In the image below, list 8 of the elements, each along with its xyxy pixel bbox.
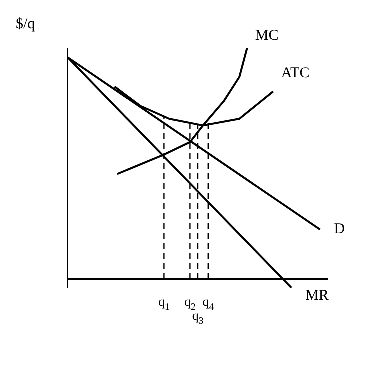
series-label: D (334, 222, 346, 238)
series-label: MC (255, 28, 279, 44)
x-tick-label: q$_{4}$ (202, 294, 214, 313)
x-tick-label: q$_{2}$ (184, 294, 196, 313)
y-axis-title: $/q (16, 16, 36, 33)
series-label: ATC (281, 66, 310, 82)
series-label: MR (306, 288, 329, 304)
x-tick-label: q$_{1}$ (158, 294, 170, 313)
